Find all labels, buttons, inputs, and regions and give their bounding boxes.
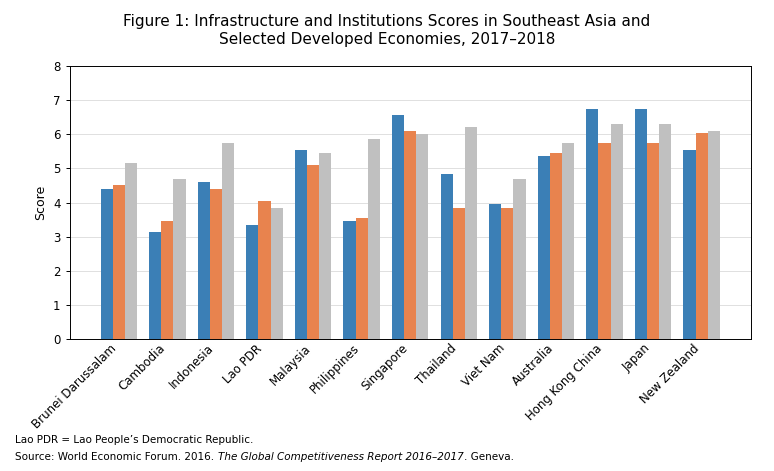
Bar [611, 124, 623, 339]
Bar [404, 131, 416, 339]
Bar [101, 189, 113, 339]
Bar [440, 173, 453, 339]
Bar [246, 225, 259, 339]
Text: The Global Competitiveness Report 2016–2017: The Global Competitiveness Report 2016–2… [217, 452, 464, 462]
Bar [465, 128, 477, 339]
Bar [550, 153, 562, 339]
Text: Source: World Economic Forum. 2016.: Source: World Economic Forum. 2016. [15, 452, 217, 462]
Bar [161, 221, 173, 339]
Bar [562, 143, 574, 339]
Bar [513, 179, 526, 339]
Bar [149, 232, 161, 339]
Bar [586, 109, 598, 339]
Bar [113, 186, 125, 339]
Bar [647, 143, 659, 339]
Bar [502, 208, 513, 339]
Bar [259, 201, 271, 339]
Bar [173, 179, 186, 339]
Bar [210, 189, 222, 339]
Bar [344, 221, 355, 339]
Bar [696, 132, 707, 339]
Bar [355, 218, 368, 339]
Bar [489, 204, 502, 339]
Bar [659, 124, 671, 339]
Bar [125, 163, 137, 339]
Bar [416, 134, 429, 339]
Y-axis label: Score: Score [35, 185, 47, 220]
Bar [368, 139, 380, 339]
Bar [538, 156, 550, 339]
Bar [392, 115, 404, 339]
Bar [453, 208, 465, 339]
Bar [197, 182, 210, 339]
Bar [683, 150, 696, 339]
Bar [707, 131, 720, 339]
Bar [271, 208, 283, 339]
Bar [295, 150, 307, 339]
Bar [307, 165, 319, 339]
Text: Figure 1: Infrastructure and Institutions Scores in Southeast Asia and
Selected : Figure 1: Infrastructure and Institution… [123, 14, 651, 47]
Bar [222, 143, 235, 339]
Bar [319, 153, 331, 339]
Bar [635, 109, 647, 339]
Bar [598, 143, 611, 339]
Text: . Geneva.: . Geneva. [464, 452, 514, 462]
Text: Lao PDR = Lao People’s Democratic Republic.: Lao PDR = Lao People’s Democratic Republ… [15, 435, 254, 445]
